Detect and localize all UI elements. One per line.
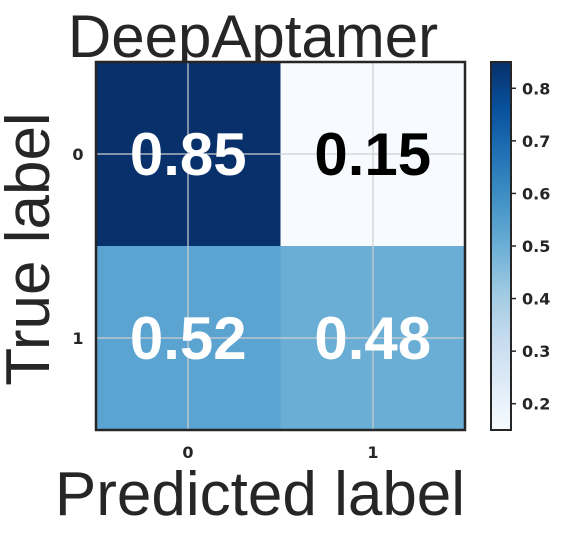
colorbar-tick-label-0: 0.2	[522, 395, 550, 414]
cell-value-label-0-0: 0.85	[130, 121, 247, 188]
colorbar-tick-label-2: 0.4	[522, 290, 550, 309]
y-tick-label-1: 1	[72, 329, 83, 348]
colorbar-tick-label-1: 0.3	[522, 342, 550, 361]
colorbar-tick-label-4: 0.6	[522, 184, 550, 203]
colorbar-tick-label-6: 0.8	[522, 79, 550, 98]
cell-value-label-0-1: 0.15	[314, 121, 431, 188]
cell-value-label-1-0: 0.52	[130, 305, 247, 372]
colorbar	[491, 62, 511, 430]
cell-value-label-1-1: 0.48	[314, 305, 431, 372]
chart-title: DeepAptamer	[68, 3, 438, 70]
heatmap-cells	[96, 62, 465, 430]
y-tick-label-0: 0	[72, 145, 83, 164]
colorbar-tick-label-5: 0.7	[522, 132, 550, 151]
colorbar-ticks: 0.2 0.3 0.4 0.5 0.6 0.7 0.8	[511, 79, 550, 413]
colorbar-tick-label-3: 0.5	[522, 237, 550, 256]
y-axis-label: True label	[0, 112, 63, 385]
x-axis-label: Predicted label	[55, 460, 465, 529]
